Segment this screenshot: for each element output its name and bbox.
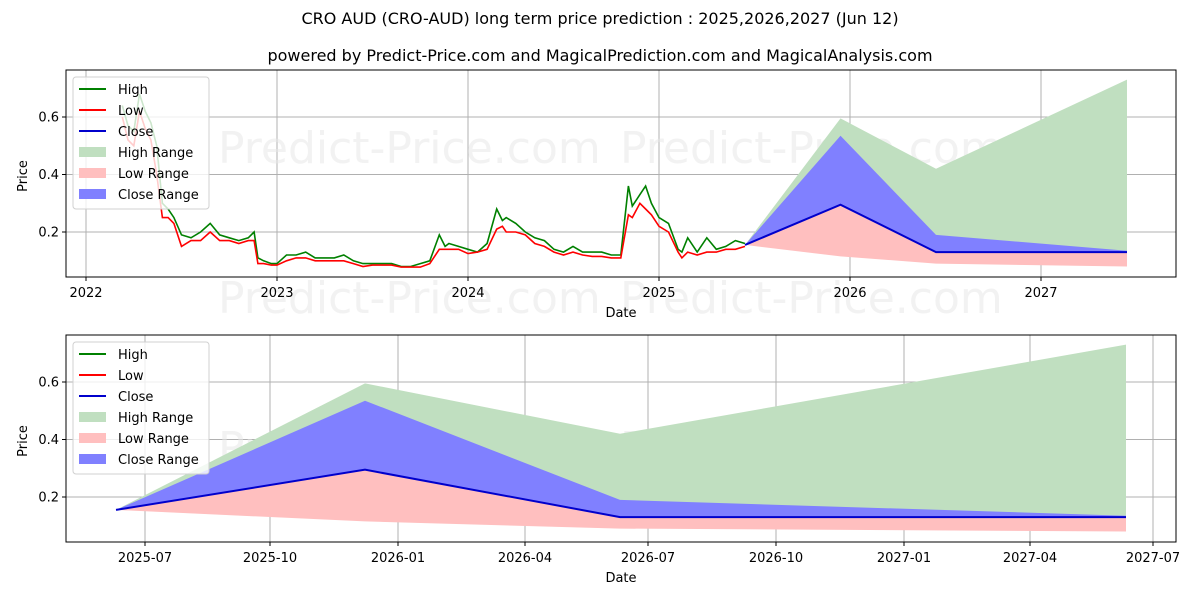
close-range-area — [745, 135, 1127, 253]
legend-item-close: Close — [79, 390, 153, 405]
close-range-area — [116, 400, 1126, 518]
svg-text:Close: Close — [118, 125, 153, 140]
chart-subtitle: powered by Predict-Price.com and Magical… — [267, 46, 933, 65]
legend-item-low: Low — [79, 104, 144, 119]
x-tick-label: 2022 — [69, 286, 102, 301]
top-axes-frame — [65, 69, 1177, 278]
low-range-area — [745, 204, 1127, 267]
svg-text:High Range: High Range — [118, 411, 193, 426]
legend-item-low-range: Low Range — [79, 432, 189, 447]
y-tick-label: 0.4 — [38, 433, 59, 448]
y-tick-label: 0.2 — [38, 226, 59, 241]
legend-item-high-range: High Range — [79, 146, 193, 161]
bottom-ticks: 0.2 0.4 0.6 2025-07 2025-10 2026-01 2026-04 202… — [38, 376, 1180, 567]
watermark-text: Predict-Price.com — [218, 273, 601, 324]
x-tick-label: 2027-04 — [1003, 551, 1057, 566]
y-tick-label: 0.2 — [38, 491, 59, 506]
svg-text:High: High — [118, 83, 148, 98]
x-tick-label: 2027-01 — [877, 551, 931, 566]
x-tick-label: 2025-10 — [243, 551, 297, 566]
x-tick-label: 2023 — [260, 286, 293, 301]
x-tick-label: 2025 — [642, 286, 675, 301]
y-tick-label: 0.4 — [38, 168, 59, 183]
y-tick-label: 0.6 — [38, 376, 59, 391]
svg-text:Close: Close — [118, 390, 153, 405]
low-line — [121, 111, 746, 268]
bottom-x-label: Date — [605, 571, 636, 586]
svg-text:Low: Low — [118, 104, 144, 119]
top-plot: Predict-Price.com Predict-Price.com Predic… — [16, 69, 1177, 324]
chart-title: CRO AUD (CRO-AUD) long term price predic… — [301, 9, 899, 28]
bottom-series — [115, 344, 1126, 532]
top-ticks: 0.2 0.4 0.6 2022 2023 2024 2025 2026 2027 — [38, 111, 1057, 302]
top-watermark: Predict-Price.com Predict-Price.com Predic… — [218, 123, 1003, 324]
low-range-area — [116, 469, 1126, 532]
top-y-label: Price — [16, 160, 31, 192]
top-legend: High Low Close High Range Low Range Close Ran… — [72, 76, 210, 210]
x-tick-label: 2026-10 — [749, 551, 803, 566]
svg-text:Low Range: Low Range — [118, 167, 189, 182]
watermark-text: Predict-Price.com — [218, 123, 601, 174]
bottom-axes-frame — [65, 334, 1177, 543]
legend-item-high-range: High Range — [79, 411, 193, 426]
bottom-legend: High Low Close High Range Low Range Close Ran… — [72, 341, 210, 475]
svg-text:High: High — [118, 348, 148, 363]
legend-item-high: High — [79, 348, 148, 363]
x-tick-label: 2026-07 — [621, 551, 675, 566]
top-x-label: Date — [605, 306, 636, 321]
high-line — [121, 93, 746, 268]
close-line — [115, 468, 1126, 519]
x-tick-label: 2025-07 — [118, 551, 172, 566]
legend-item-close-range: Close Range — [79, 188, 199, 203]
high-range-area — [116, 344, 1126, 518]
x-tick-label: 2026-01 — [371, 551, 425, 566]
svg-text:Low: Low — [118, 369, 144, 384]
x-tick-label: 2027 — [1024, 286, 1057, 301]
x-tick-label: 2024 — [451, 286, 484, 301]
y-tick-label: 0.6 — [38, 111, 59, 126]
high-range-area — [745, 79, 1127, 253]
x-tick-label: 2027-07 — [1126, 551, 1180, 566]
watermark-text: Predict-Price.com — [620, 273, 1003, 324]
close-line — [744, 203, 1127, 254]
legend-item-close-range: Close Range — [79, 453, 199, 468]
legend-item-high: High — [79, 83, 148, 98]
svg-text:High Range: High Range — [118, 146, 193, 161]
x-tick-label: 2026-04 — [498, 551, 552, 566]
legend-item-close: Close — [79, 125, 153, 140]
top-series — [121, 79, 1127, 268]
svg-text:Close Range: Close Range — [118, 188, 199, 203]
svg-text:Low Range: Low Range — [118, 432, 189, 447]
bottom-y-label: Price — [16, 425, 31, 457]
x-tick-label: 2026 — [833, 286, 866, 301]
legend-item-low: Low — [79, 369, 144, 384]
legend-item-low-range: Low Range — [79, 167, 189, 182]
svg-text:Close Range: Close Range — [118, 453, 199, 468]
